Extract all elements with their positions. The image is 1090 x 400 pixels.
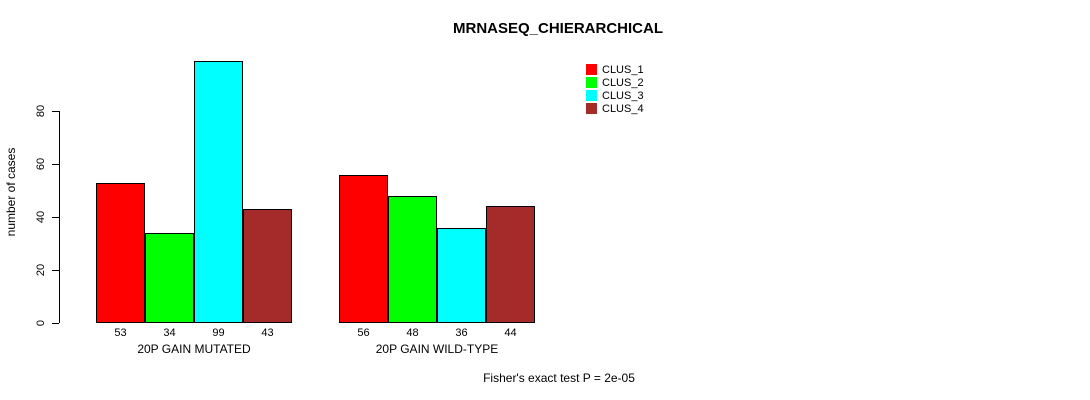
y-axis-line (59, 111, 60, 323)
y-axis-tick-label: 0 (35, 319, 47, 327)
bar-value-label: 56 (357, 327, 370, 339)
chart-title: MRNASEQ_CHIERARCHICAL (452, 20, 664, 37)
bar-clus_3 (194, 60, 243, 323)
y-axis-tick (52, 323, 59, 324)
stat-annotation: Fisher's exact test P = 2e-05 (483, 371, 635, 385)
bar-clus_2 (388, 195, 437, 323)
y-axis-tick-label: 20 (35, 263, 47, 277)
bar-clus_4 (243, 209, 292, 323)
legend-item: CLUS_1 (586, 63, 644, 76)
x-group-label: 20P GAIN WILD-TYPE (375, 342, 499, 356)
y-axis-tick-label: 60 (35, 157, 47, 171)
x-group-label: 20P GAIN MUTATED (137, 342, 251, 356)
bar-value-label: 53 (114, 327, 127, 339)
bar-value-label: 36 (455, 327, 468, 339)
y-axis-tick (52, 164, 59, 165)
legend-swatch-icon (586, 103, 597, 114)
y-axis-label: number of cases (4, 147, 18, 237)
bar-clus_3 (437, 227, 486, 323)
bar-clus_1 (96, 182, 145, 323)
legend: CLUS_1 CLUS_2 CLUS_3 CLUS_4 (586, 63, 644, 115)
bar-value-label: 34 (163, 327, 176, 339)
bar-value-label: 43 (261, 327, 274, 339)
legend-label: CLUS_2 (602, 76, 644, 89)
legend-label: CLUS_1 (602, 63, 644, 76)
y-axis-tick-label: 80 (35, 104, 47, 118)
bar-clus_2 (145, 232, 194, 323)
legend-swatch-icon (586, 77, 597, 88)
y-axis-tick (52, 270, 59, 271)
bar-value-label: 99 (212, 327, 225, 339)
legend-swatch-icon (586, 90, 597, 101)
bar-clus_1 (339, 174, 388, 323)
legend-item: CLUS_4 (586, 102, 644, 115)
y-axis-tick (52, 111, 59, 112)
bar-value-label: 48 (406, 327, 419, 339)
bar-clus_4 (486, 206, 535, 323)
legend-item: CLUS_2 (586, 76, 644, 89)
bar-value-label: 44 (504, 327, 517, 339)
legend-label: CLUS_3 (602, 89, 644, 102)
y-axis-tick (52, 217, 59, 218)
legend-swatch-icon (586, 64, 597, 75)
legend-label: CLUS_4 (602, 102, 644, 115)
legend-item: CLUS_3 (586, 89, 644, 102)
y-axis-tick-label: 40 (35, 210, 47, 224)
